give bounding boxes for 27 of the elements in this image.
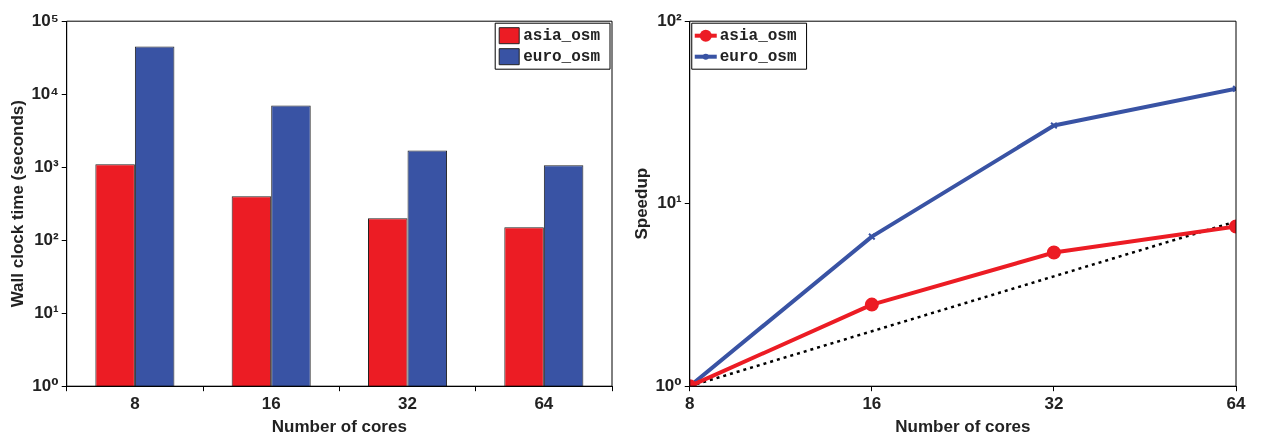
y-tick-label: 10³: [34, 156, 60, 176]
y-tick-label: 10⁴: [31, 83, 59, 103]
x-tick-label: 32: [1044, 394, 1064, 414]
x-axis-title: Number of cores: [271, 417, 407, 437]
y-tick-label: 10²: [657, 10, 683, 30]
y-tick-label: 10¹: [34, 302, 60, 322]
y-axis-title: Speedup: [631, 167, 651, 240]
legend-label: asia_osm: [719, 26, 797, 45]
x-tick-label: 16: [862, 394, 882, 414]
legend-label: euro_osm: [719, 47, 797, 66]
x-tick-label: 8: [130, 394, 140, 414]
y-tick-label: 10⁰: [32, 375, 59, 395]
y-tick-label: 10¹: [657, 193, 683, 213]
x-tick-label: 16: [261, 394, 281, 414]
y-tick-label: 10²: [34, 229, 60, 249]
legend-label: asia_osm: [523, 26, 601, 45]
x-tick-label: 64: [534, 394, 554, 414]
y-tick-label: 10⁵: [31, 10, 59, 30]
point: [864, 297, 879, 312]
y-axis-title: Wall clock time (seconds): [7, 100, 27, 308]
y-tick-label: 10⁰: [655, 375, 682, 395]
x-tick-label: 8: [685, 394, 695, 414]
x-tick-label: 64: [1226, 394, 1246, 414]
point: [1046, 245, 1061, 260]
x-tick-label: 32: [398, 394, 417, 414]
legend-label: euro_osm: [523, 47, 601, 66]
x-axis-title: Number of cores: [895, 417, 1031, 437]
